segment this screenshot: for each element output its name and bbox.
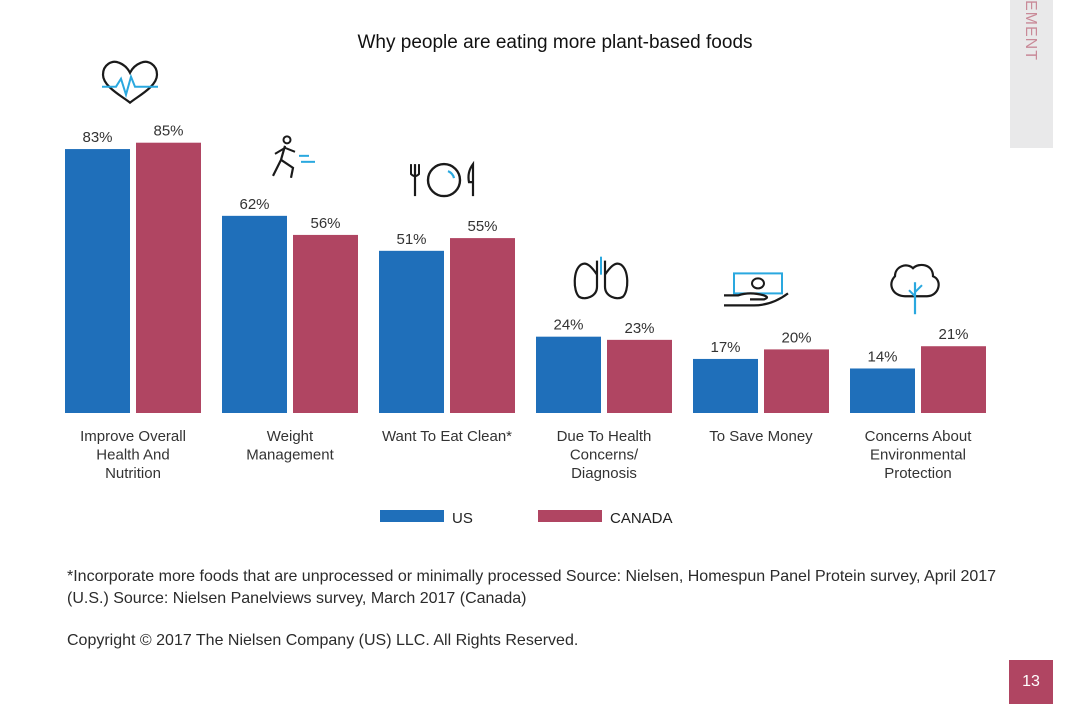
category-label: Nutrition [105, 465, 161, 482]
banknote [733, 272, 783, 295]
bar-canada [450, 238, 515, 413]
fork-tines [410, 164, 420, 178]
data-label: 85% [153, 123, 183, 140]
category-label: Concerns/ [570, 447, 639, 464]
data-label: 20% [781, 329, 811, 346]
runner-icon [272, 135, 315, 179]
plate-cutlery-icon [410, 160, 475, 198]
bar-us [536, 336, 601, 413]
category-label: Want To Eat Clean* [382, 428, 512, 445]
category-label: Weight [267, 428, 314, 445]
knife [467, 160, 475, 197]
bar-us [850, 368, 915, 413]
legend-swatch-canada [538, 510, 602, 522]
category-label: Improve Overall [80, 428, 186, 445]
legend-label-canada: CANADA [610, 510, 673, 527]
category-label: Concerns About [865, 428, 973, 445]
category-label: Due To Health [557, 428, 652, 445]
plate-shine [447, 170, 456, 179]
tree-branch [908, 289, 916, 297]
tree-branch [914, 284, 923, 293]
category-label: Health And [96, 447, 169, 464]
source-footnote: *Incorporate more foods that are unproce… [67, 568, 997, 607]
data-label: 14% [867, 348, 897, 365]
category-label: To Save Money [709, 428, 813, 445]
data-label: 62% [239, 196, 269, 213]
plate-rim [426, 162, 462, 198]
legend-label-us: US [452, 510, 473, 527]
bar-us [222, 215, 287, 413]
lungs-icon [573, 256, 629, 300]
runner-leg [280, 158, 295, 179]
heart-pulse-icon [101, 60, 159, 105]
runner-head [282, 135, 292, 145]
bar-us [693, 358, 758, 413]
bar-us [379, 250, 444, 413]
category-label: Management [246, 447, 334, 464]
runner-arm [274, 146, 296, 155]
side-tab-label: EMENT [1022, 0, 1039, 61]
category-label: Protection [884, 465, 952, 482]
data-label: 51% [396, 231, 426, 248]
bar-canada [136, 142, 201, 413]
data-label: 21% [938, 326, 968, 343]
category-label: Environmental [870, 447, 966, 464]
tree-icon [890, 263, 940, 315]
bar-us [65, 149, 130, 413]
chart-title: Why people are eating more plant-based f… [357, 32, 753, 53]
section-side-tab: EMENT [1010, 0, 1053, 148]
tree-crown [890, 263, 940, 298]
data-label: 17% [710, 339, 740, 356]
bar-canada [764, 349, 829, 413]
pulse-line [102, 73, 158, 99]
bar-canada [921, 346, 986, 413]
data-label: 56% [310, 215, 340, 232]
data-label: 55% [467, 218, 497, 235]
hand-money-icon [724, 272, 789, 307]
data-label: 83% [82, 129, 112, 146]
banknote-coin [751, 277, 765, 290]
data-label: 24% [553, 317, 583, 334]
category-label: Diagnosis [571, 465, 637, 482]
left-lung [573, 260, 599, 300]
open-hand [724, 292, 789, 307]
bar-canada [607, 339, 672, 413]
data-label: 23% [624, 320, 654, 337]
bar-canada [293, 234, 358, 413]
legend-swatch-us [380, 510, 444, 522]
copyright-notice: Copyright © 2017 The Nielsen Company (US… [67, 632, 579, 649]
heart-outline [101, 60, 159, 105]
right-lung [603, 260, 629, 300]
page-number-badge: 13 [1009, 660, 1053, 704]
